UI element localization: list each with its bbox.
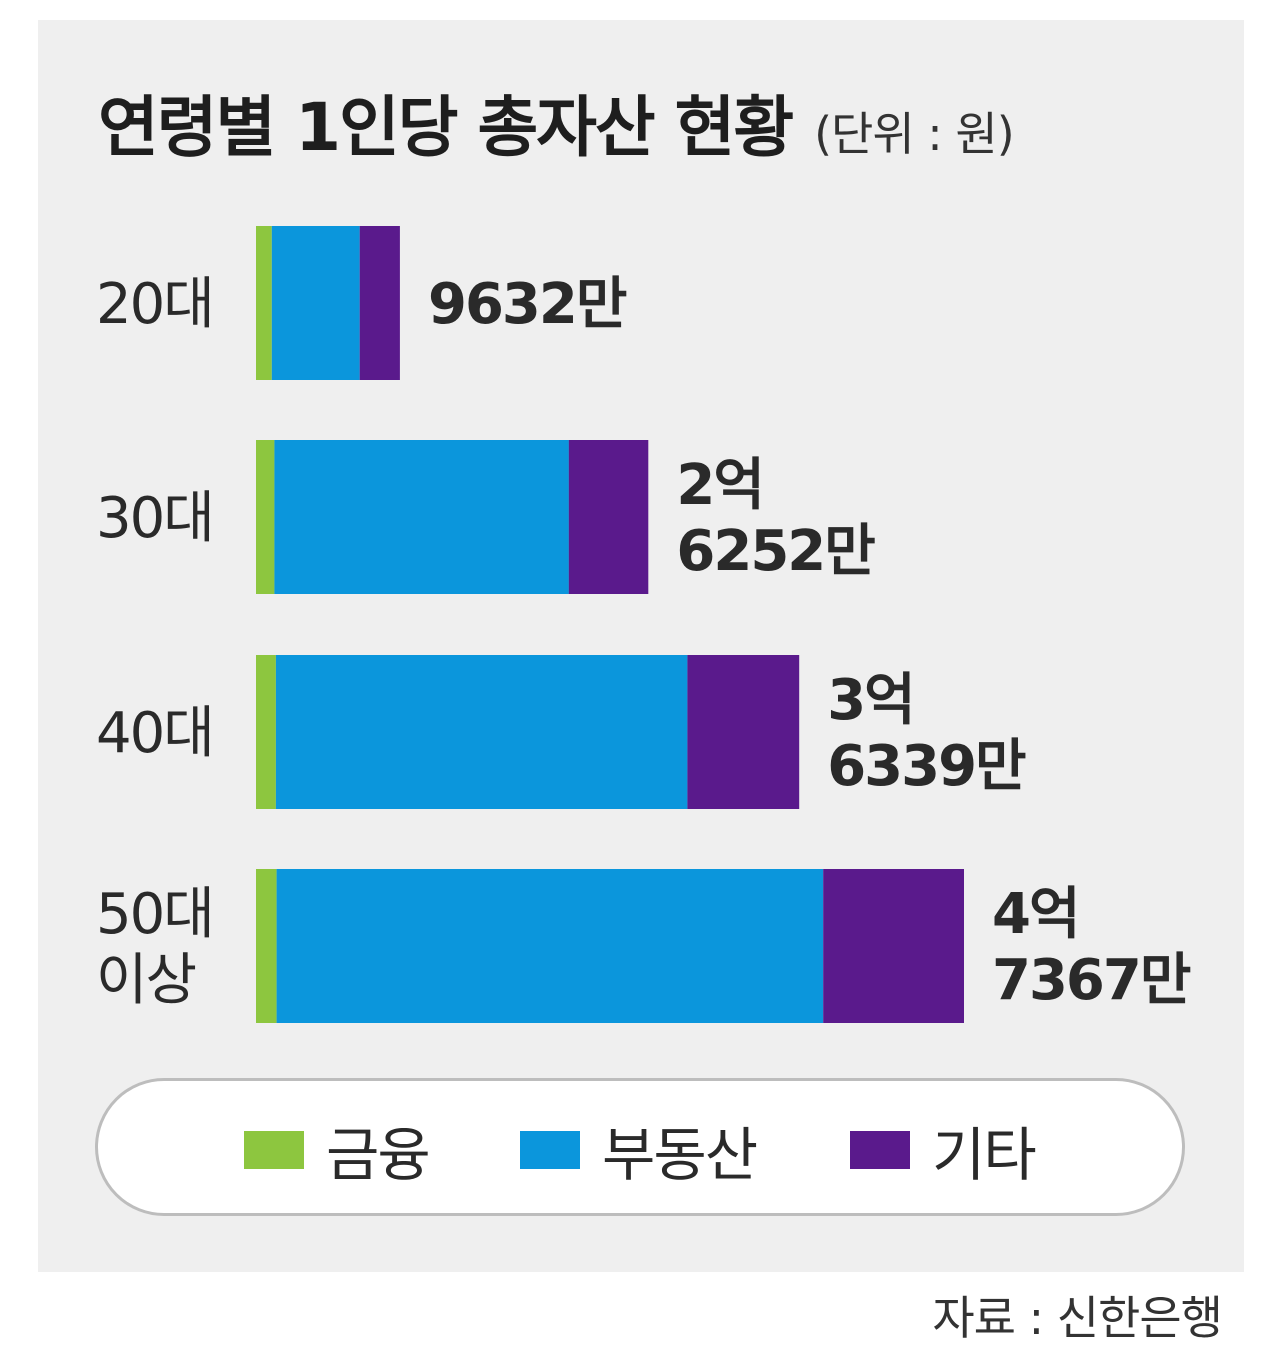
category-label-3-1: 이상 xyxy=(96,948,196,1013)
bar-segment-other-0 xyxy=(359,226,400,380)
legend-item-real-estate: 부동산 xyxy=(520,1111,758,1189)
bar-segment-finance-3 xyxy=(256,869,277,1023)
total-label-3-1: 7367만 xyxy=(992,948,1191,1013)
bar-segment-finance-0 xyxy=(256,226,272,380)
legend-label-finance: 금융 xyxy=(326,1121,431,1189)
bar-segment-real-estate-1 xyxy=(274,440,569,594)
bar-segment-real-estate-3 xyxy=(276,869,824,1023)
bar-segment-other-3 xyxy=(823,869,964,1023)
unit-label: (단위 : 원) xyxy=(814,107,1015,161)
total-label-2-0: 3억 xyxy=(827,668,914,733)
legend-item-finance: 금융 xyxy=(244,1111,431,1189)
title-row: 연령별 1인당 총자산 현황 (단위 : 원) xyxy=(98,74,1015,170)
category-label-0-0: 20대 xyxy=(96,272,213,337)
bar-segment-finance-2 xyxy=(256,655,276,809)
legend-label-real-estate: 부동산 xyxy=(602,1121,758,1189)
total-label-1-1: 6252만 xyxy=(676,519,875,584)
source-note: 자료 : 신한은행 xyxy=(932,1291,1223,1345)
bar-segment-other-2 xyxy=(687,655,800,809)
bar-segment-other-1 xyxy=(568,440,649,594)
bar-segment-real-estate-0 xyxy=(271,226,360,380)
total-label-3-0: 4억 xyxy=(992,882,1079,947)
category-label-2-0: 40대 xyxy=(96,701,213,766)
legend-item-other: 기타 xyxy=(850,1111,1037,1189)
chart-panel xyxy=(38,20,1244,1272)
legend-swatch-real-estate xyxy=(520,1131,580,1169)
legend-swatch-other xyxy=(850,1131,910,1169)
total-label-1-0: 2억 xyxy=(676,453,763,518)
category-label-3-0: 50대 xyxy=(96,882,213,947)
chart-title: 연령별 1인당 총자산 현황 xyxy=(98,89,794,166)
total-label-2-1: 6339만 xyxy=(827,734,1026,799)
legend: 금융 부동산 기타 xyxy=(95,1078,1185,1216)
legend-swatch-finance xyxy=(244,1131,304,1169)
total-label-0-0: 9632만 xyxy=(428,272,627,337)
bar-segment-finance-1 xyxy=(256,440,275,594)
legend-label-other: 기타 xyxy=(932,1121,1037,1189)
category-label-1-0: 30대 xyxy=(96,486,213,551)
bar-segment-real-estate-2 xyxy=(275,655,688,809)
